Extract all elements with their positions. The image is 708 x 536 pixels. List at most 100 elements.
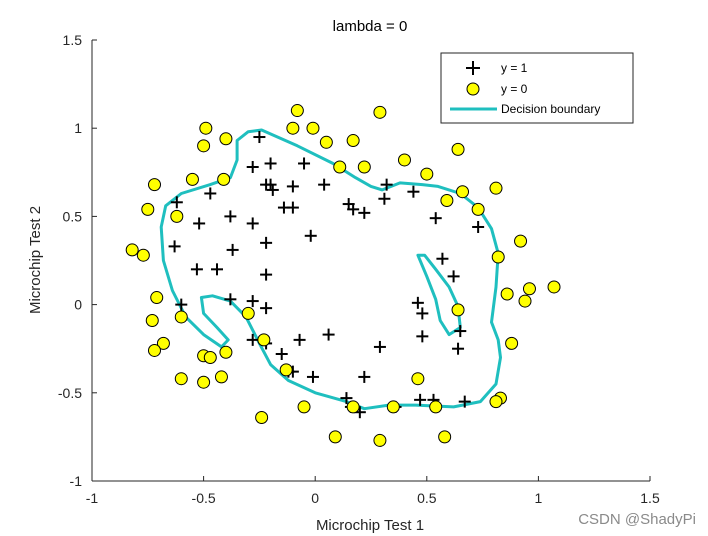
point-y1	[454, 325, 467, 338]
point-y0	[219, 132, 233, 146]
point-y0	[290, 104, 304, 118]
point-y1	[168, 240, 181, 253]
point-y1	[378, 192, 391, 205]
point-y1	[416, 330, 429, 343]
point-y0	[306, 121, 320, 135]
point-y0	[185, 172, 199, 186]
point-y1	[193, 217, 206, 230]
point-y0	[174, 372, 188, 386]
point-y0	[373, 105, 387, 119]
point-y1	[380, 178, 393, 191]
legend-label-y1: y = 1	[501, 61, 528, 75]
legend-marker-plus	[466, 61, 480, 75]
y-tick-label: 1	[74, 120, 82, 136]
point-y0	[141, 202, 155, 216]
point-y1	[204, 187, 217, 200]
point-y0	[197, 139, 211, 153]
point-y1	[175, 298, 188, 311]
point-y0	[297, 400, 311, 414]
point-y0	[145, 313, 159, 327]
point-y0	[174, 310, 188, 324]
point-y0	[125, 243, 139, 257]
point-y0	[547, 280, 561, 294]
x-tick-label: 1	[535, 490, 543, 506]
x-tick-label: -1	[86, 490, 99, 506]
point-y1	[298, 157, 311, 170]
point-y1	[210, 263, 223, 276]
point-y1	[416, 307, 429, 320]
point-y1	[452, 342, 465, 355]
point-y1	[246, 217, 259, 230]
point-y0	[328, 430, 342, 444]
point-y0	[136, 248, 150, 262]
point-y0	[357, 160, 371, 174]
point-y0	[505, 336, 519, 350]
point-y0	[219, 345, 233, 359]
point-y1	[275, 347, 288, 360]
point-y0	[522, 282, 536, 296]
point-y0	[451, 142, 465, 156]
point-y1	[347, 203, 360, 216]
point-y1	[373, 340, 386, 353]
point-y1	[260, 268, 273, 281]
point-y0	[514, 234, 528, 248]
point-y0	[346, 134, 360, 148]
point-y0	[217, 172, 231, 186]
point-y1	[306, 370, 319, 383]
point-y1	[226, 243, 239, 256]
point-y0	[199, 121, 213, 135]
point-y0	[500, 287, 514, 301]
x-axis-label: Microchip Test 1	[316, 517, 424, 534]
point-y0	[489, 395, 503, 409]
point-y0	[471, 202, 485, 216]
y-tick-label: 1.5	[63, 32, 83, 48]
point-y1	[318, 178, 331, 191]
x-tick-label: 0.5	[417, 490, 437, 506]
y-tick-label: 0.5	[63, 208, 83, 224]
point-y0	[451, 303, 465, 317]
point-y1	[246, 161, 259, 174]
point-y0	[147, 178, 161, 192]
x-tick-label: -0.5	[192, 490, 216, 506]
point-y1	[286, 180, 299, 193]
data-points	[125, 104, 561, 447]
point-y0	[440, 194, 454, 208]
y-ticks: -1 -0.5 0 0.5 1 1.5	[58, 32, 97, 489]
point-y1	[358, 370, 371, 383]
point-y0	[456, 185, 470, 199]
watermark: CSDN @ShadyPi	[578, 511, 696, 528]
point-y0	[346, 400, 360, 414]
legend: y = 1 y = 0 Decision boundary	[440, 52, 634, 124]
point-y0	[333, 160, 347, 174]
point-y1	[472, 220, 485, 233]
point-y1	[322, 328, 335, 341]
point-y0	[147, 343, 161, 357]
point-y0	[257, 333, 271, 347]
point-y1	[253, 131, 266, 144]
y-tick-label: -0.5	[58, 385, 82, 401]
legend-marker-circle	[466, 82, 480, 96]
point-y1	[260, 302, 273, 315]
point-y1	[246, 295, 259, 308]
point-y1	[170, 196, 183, 209]
point-y1	[414, 393, 427, 406]
legend-label-y0: y = 0	[501, 82, 528, 96]
point-y1	[286, 201, 299, 214]
x-tick-label: 1.5	[640, 490, 660, 506]
point-y0	[397, 153, 411, 167]
point-y0	[170, 209, 184, 223]
point-y1	[304, 229, 317, 242]
point-y1	[266, 183, 279, 196]
point-y0	[255, 410, 269, 424]
point-y0	[386, 400, 400, 414]
point-y0	[411, 372, 425, 386]
point-y0	[438, 430, 452, 444]
point-y1	[264, 157, 277, 170]
y-tick-label: 0	[74, 297, 82, 313]
point-y0	[518, 294, 532, 308]
y-tick-label: -1	[70, 473, 83, 489]
point-y1	[260, 236, 273, 249]
x-ticks: -1 -0.5 0 0.5 1 1.5	[86, 476, 660, 506]
point-y1	[411, 296, 424, 309]
